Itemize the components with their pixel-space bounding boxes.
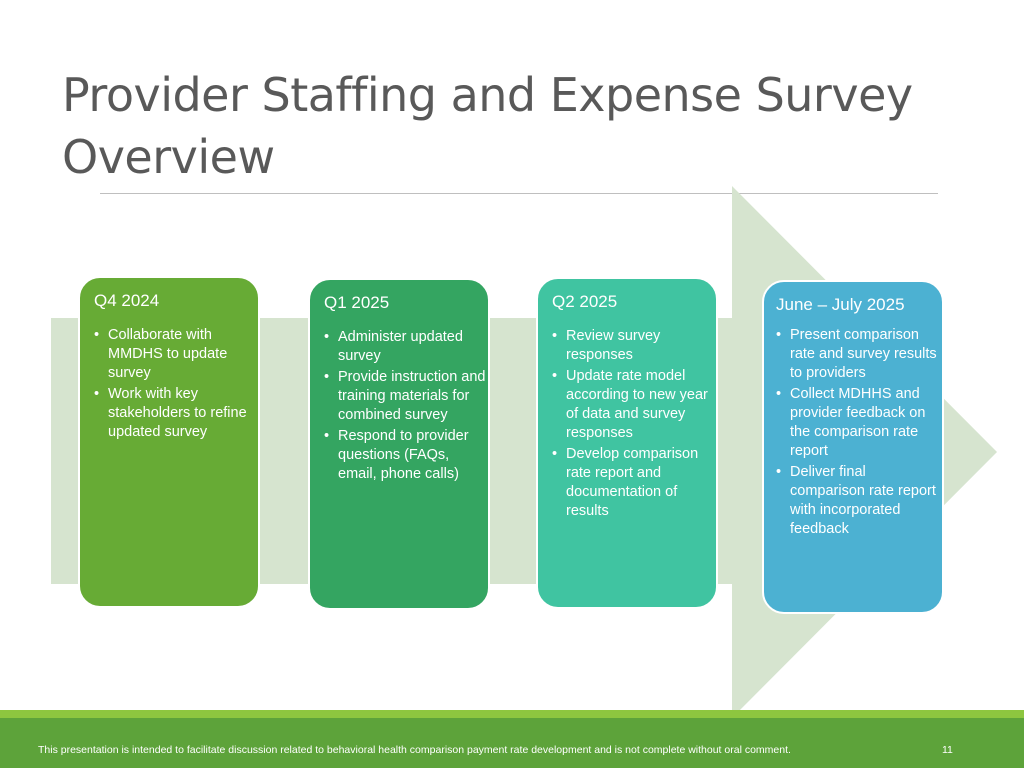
phase-task-text: Develop comparison rate report and docum…	[566, 446, 699, 519]
phase-title: Q2 2025	[552, 292, 618, 311]
timeline-arrow-shape	[51, 186, 997, 718]
bullet-icon: •	[324, 329, 330, 345]
phase-task: • Respond to provider questions (FAQs, em…	[324, 427, 488, 484]
bullet-icon: •	[776, 386, 782, 402]
bullet-icon: •	[94, 327, 100, 343]
bullet-icon: •	[552, 446, 558, 462]
bullet-icon: •	[552, 328, 558, 344]
phase-task: • Collaborate with MMDHS to update survey	[94, 326, 258, 383]
phase-task: • Develop comparison rate report and docu…	[552, 445, 716, 521]
phase-task-text: Update rate model according to new year …	[566, 368, 708, 441]
bullet-icon: •	[552, 368, 558, 384]
phase-task-list: • Review survey responses • Update rate mo…	[552, 327, 716, 523]
bullet-icon: •	[324, 428, 330, 444]
phase-card-q4-2024: Q4 2024 • Collaborate with MMDHS to updat…	[78, 276, 260, 608]
phase-task: • Administer updated survey	[324, 328, 488, 366]
phase-task-text: Provide instruction and training materia…	[338, 369, 486, 423]
phase-task: • Collect MDHHS and provider feedback on …	[776, 385, 944, 461]
phase-task-text: Administer updated survey	[338, 329, 463, 364]
phase-task-text: Present comparison rate and survey resul…	[790, 327, 937, 381]
phase-card-june-july-2025: June – July 2025 • Present comparison rat…	[762, 280, 944, 614]
footer-accent-stripe	[0, 710, 1024, 718]
bullet-icon: •	[324, 369, 330, 385]
phase-task: • Deliver final comparison rate report wi…	[776, 463, 944, 539]
bullet-icon: •	[776, 464, 782, 480]
phase-task: • Review survey responses	[552, 327, 716, 365]
phase-task-text: Review survey responses	[566, 328, 661, 363]
phase-task-list: • Present comparison rate and survey resu…	[776, 326, 944, 541]
title-divider	[100, 193, 938, 194]
slide-title-line1: Provider Staffing and Expense Survey	[62, 68, 913, 122]
phase-title: June – July 2025	[776, 295, 905, 314]
phase-title: Q4 2024	[94, 291, 160, 310]
slide-title: Provider Staffing and Expense Survey Over…	[62, 64, 962, 188]
phase-task-text: Collect MDHHS and provider feedback on t…	[790, 386, 926, 459]
phase-task: • Provide instruction and training materi…	[324, 368, 488, 425]
phase-task: • Update rate model according to new year…	[552, 367, 716, 443]
phase-task-list: • Administer updated survey • Provide inst…	[324, 328, 488, 486]
page-number: 11	[942, 744, 953, 756]
bullet-icon: •	[776, 327, 782, 343]
phase-task-text: Collaborate with MMDHS to update survey	[108, 327, 228, 381]
phase-task-text: Work with key stakeholders to refine upd…	[108, 386, 247, 440]
phase-task: • Work with key stakeholders to refine up…	[94, 385, 258, 442]
phase-task: • Present comparison rate and survey resu…	[776, 326, 944, 383]
phase-card-q1-2025: Q1 2025 • Administer updated survey • Prov…	[308, 278, 490, 610]
phase-task-list: • Collaborate with MMDHS to update survey…	[94, 326, 258, 444]
footer-bar	[0, 718, 1024, 768]
footer-disclaimer: This presentation is intended to facilit…	[38, 744, 791, 756]
phase-task-text: Deliver final comparison rate report wit…	[790, 464, 936, 537]
phase-card-q2-2025: Q2 2025 • Review survey responses • Update…	[536, 277, 718, 609]
slide-footer: This presentation is intended to facilit…	[0, 710, 1024, 768]
bullet-icon: •	[94, 386, 100, 402]
phase-title: Q1 2025	[324, 293, 390, 312]
slide-title-line2: Overview	[62, 130, 275, 184]
phase-task-text: Respond to provider questions (FAQs, ema…	[338, 428, 469, 482]
